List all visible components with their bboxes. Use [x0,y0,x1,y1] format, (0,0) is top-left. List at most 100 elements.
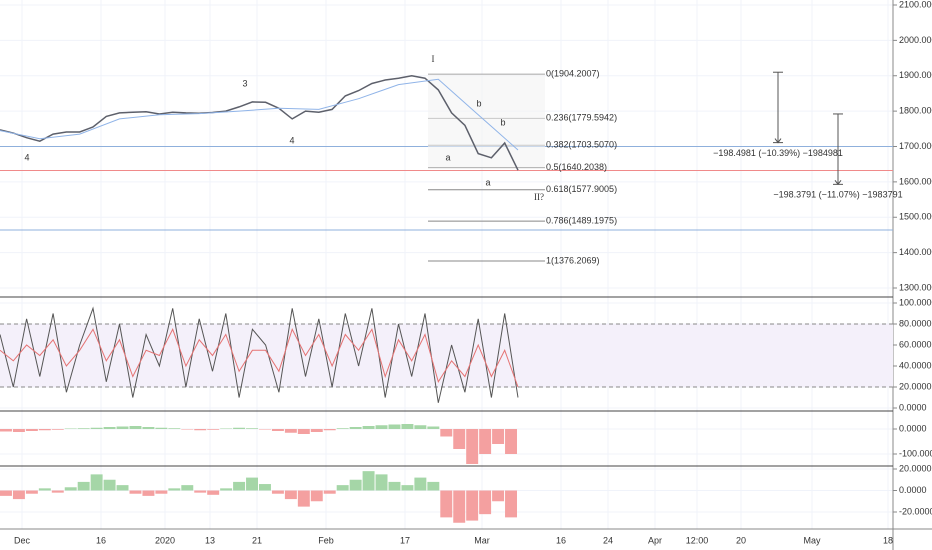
band-fill [0,324,893,387]
series-line [0,327,519,388]
fib-label: 1(1376.2069) [546,255,600,265]
histogram-bar [479,490,492,515]
y-tick-label: 0.0000 [899,485,927,495]
histogram-bar [505,490,517,518]
histogram-bar [336,485,349,491]
series-line [0,78,519,151]
histogram-bar [181,485,194,491]
histogram-bar [427,426,440,429]
histogram-bar [492,429,505,444]
x-tick-label: 18 [883,535,893,545]
wave-label: a [485,177,490,187]
fib-label: 0.382(1703.5070) [546,140,617,150]
histogram-bar [207,429,220,430]
measure-label: −198.4981 (−10.39%) −1984981 [713,148,843,158]
histogram-bar [310,429,323,432]
histogram-bar [362,426,375,429]
histogram-bar [323,490,336,494]
histogram-bar [12,429,25,432]
histogram-bar [310,490,323,502]
histogram-bar [427,481,440,491]
wave-label: b [500,117,505,127]
histogram-bar [297,490,310,507]
histogram-bar [142,490,155,496]
histogram-bar [0,490,12,496]
measure-arrow [774,138,782,144]
x-tick-label: Apr [648,535,662,545]
x-tick-label: Mar [474,535,490,545]
wave-label: b [476,98,481,108]
y-tick-label: -100.0000 [899,448,932,458]
x-tick-label: 20 [736,535,746,545]
y-tick-label: 80.0000 [899,318,932,328]
histogram-bar [220,488,233,491]
x-tick-label: Feb [318,535,334,545]
histogram-bar [440,490,453,518]
y-tick-label: 0.0000 [899,423,927,433]
histogram-bar [284,490,297,500]
histogram-bar [25,490,38,494]
measure-label: −198.3791 (−11.07%) −1983791 [773,190,902,200]
histogram-bar [453,429,466,449]
histogram-bar [466,429,479,464]
x-tick-label: 12:00 [686,535,709,545]
histogram-bar [297,429,310,434]
wave-label: 4 [24,152,29,162]
histogram-bar [246,428,258,429]
histogram-bar [64,428,77,429]
y-tick-label: 1900.0000 [899,70,932,80]
histogram-bar [375,425,388,429]
wave-label: 3 [242,78,247,88]
x-tick-label: May [803,535,821,545]
x-tick-label: 24 [603,535,613,545]
wave-label: a [445,152,450,162]
histogram-bar [492,490,505,502]
histogram-bar [38,488,51,491]
x-tick-label: 16 [96,535,106,545]
y-tick-label: 0.0000 [899,402,927,412]
histogram-bar [401,485,414,491]
histogram-bar [259,429,271,430]
wave-label: 4 [289,135,294,145]
histogram-bar [440,429,453,437]
x-tick-label: 17 [400,535,410,545]
x-tick-label: Dec [14,535,31,545]
histogram-bar [284,429,297,433]
histogram-bar [453,490,466,523]
x-tick-label: 21 [252,535,262,545]
y-tick-label: 20.0000 [899,381,932,391]
histogram-bar [142,427,155,429]
histogram-bar [220,428,233,429]
histogram-bar [233,481,246,491]
histogram-bar [116,485,129,491]
histogram-bar [25,429,38,431]
histogram-bar [0,429,12,432]
histogram-bar [155,427,168,429]
wave-label: I [432,54,435,64]
histogram-bar [414,477,427,491]
fib-zone [428,74,545,168]
y-tick-label: -20.0000 [899,506,932,516]
histogram-bar [181,429,194,430]
histogram-bar [129,426,142,429]
y-tick-label: 100.0000 [899,297,932,307]
y-tick-label: 1300.0000 [899,282,932,292]
histogram-bar [168,428,181,429]
x-tick-label: 16 [556,535,566,545]
histogram-bar [90,427,103,429]
x-tick-label: 13 [205,535,215,545]
y-tick-label: 2100.0000 [899,0,932,9]
histogram-bar [401,424,414,429]
y-tick-label: 1400.0000 [899,247,932,257]
histogram-bar [349,479,362,491]
histogram-bar [77,481,90,491]
y-tick-label: 1600.0000 [899,176,932,186]
histogram-bar [64,487,77,491]
measure-arrow [834,180,842,186]
histogram-bar [479,429,492,454]
x-tick-label: 2020 [155,535,175,545]
y-tick-label: 60.0000 [899,339,932,349]
histogram-bar [77,428,90,429]
histogram-bar [168,488,181,491]
